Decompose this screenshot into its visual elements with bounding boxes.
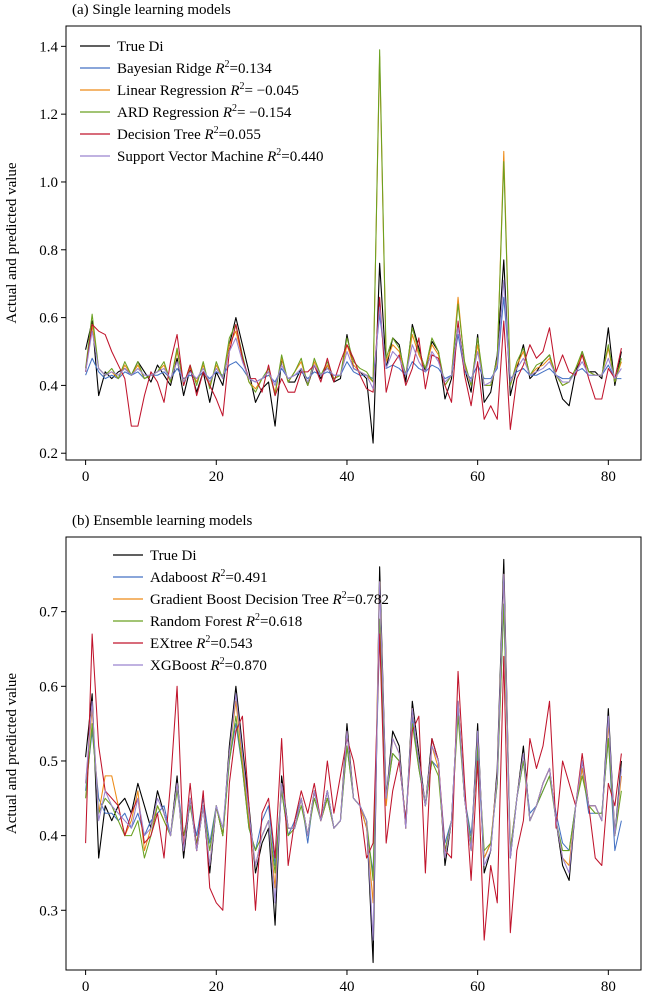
legend-entry: EXtree R2=0.543 [150, 634, 253, 652]
series-line-bayesian [85, 296, 622, 383]
legend-entry: True Di [117, 39, 164, 55]
y-tick-label: 1.0 [39, 175, 58, 191]
y-tick-label: 0.7 [39, 605, 58, 621]
panel-a: (a) Single learning models Actual and pre… [4, 2, 642, 485]
legend-r2-value: =0.618 [260, 614, 302, 630]
legend-superscript: 2 [214, 125, 219, 136]
plot-frame [65, 25, 642, 461]
legend-r2-value: = −0.045 [244, 83, 298, 99]
legend-entry: True Di [150, 548, 197, 564]
legend-entry: Support Vector Machine R2=0.440 [117, 147, 324, 165]
legend-entry: Random Forest R2=0.618 [150, 612, 302, 630]
legend-r-symbol: R [209, 658, 219, 674]
x-tick-label: 20 [209, 979, 224, 995]
x-tick-label: 20 [209, 469, 224, 485]
legend-label: Support Vector Machine [117, 149, 267, 165]
y-tick-label: 0.6 [39, 311, 58, 327]
legend-r-symbol: R [210, 570, 220, 586]
legend-r2-value: =0.491 [225, 570, 267, 586]
legend-label: Decision Tree [117, 127, 205, 143]
series-line-true [85, 259, 622, 444]
legend-superscript: 2 [225, 59, 230, 70]
y-axis-label: Actual and predicted value [4, 673, 20, 835]
y-tick-label: 0.4 [39, 829, 58, 845]
legend-label: ARD Regression [117, 105, 223, 121]
plot-frame [65, 536, 642, 971]
x-tick-label: 0 [82, 469, 90, 485]
legend-label: True Di [150, 548, 197, 564]
legend-superscript: 2 [276, 147, 281, 158]
x-tick-label: 60 [470, 979, 485, 995]
legend-entry: Linear Regression R2= −0.045 [117, 81, 299, 99]
legend-r-symbol: R [266, 149, 276, 165]
legend-label: Gradient Boost Decision Tree [150, 592, 332, 608]
legend-r-symbol: R [195, 636, 205, 652]
legend-r2-value: = −0.154 [237, 105, 292, 121]
legend-superscript: 2 [220, 656, 225, 667]
x-tick-label: 80 [601, 979, 616, 995]
legend-entry: XGBoost R2=0.870 [150, 656, 267, 674]
y-tick-label: 0.5 [39, 754, 58, 770]
legend-r2-value: =0.055 [219, 127, 261, 143]
legend-label: Bayesian Ridge [117, 61, 215, 77]
series-line-extree [85, 633, 622, 941]
legend-entry: Gradient Boost Decision Tree R2=0.782 [150, 590, 389, 608]
series-lines [85, 558, 622, 964]
legend-superscript: 2 [232, 103, 237, 114]
legend-label: True Di [117, 39, 164, 55]
legend-r2-value: =0.782 [347, 592, 389, 608]
legend-r2-value: =0.543 [210, 636, 252, 652]
x-tick-label: 0 [82, 979, 90, 995]
legend-r2-value: =0.870 [225, 658, 267, 674]
legend-superscript: 2 [255, 612, 260, 623]
legend-r-symbol: R [245, 614, 255, 630]
legend-r-symbol: R [229, 83, 239, 99]
series-line-support [85, 279, 622, 390]
y-tick-label: 0.2 [39, 446, 58, 462]
legend-r2-value: =0.440 [281, 149, 323, 165]
x-tick-label: 40 [339, 469, 354, 485]
legend-label: EXtree [150, 636, 196, 652]
series-line-ard [85, 49, 622, 397]
legend-superscript: 2 [205, 634, 210, 645]
y-tick-label: 0.8 [39, 243, 58, 259]
legend-r2-value: =0.134 [230, 61, 273, 77]
x-tick-label: 80 [601, 469, 616, 485]
legend-entry: Decision Tree R2=0.055 [117, 125, 261, 143]
y-tick-label: 0.4 [39, 378, 58, 394]
y-tick-label: 0.3 [39, 903, 58, 919]
series-lines [85, 49, 622, 444]
legend-r-symbol: R [204, 127, 214, 143]
legend-entry: Bayesian Ridge R2=0.134 [117, 59, 272, 77]
series-line-decision [85, 296, 622, 431]
legend-label: XGBoost [150, 658, 210, 674]
legend-label: Random Forest [150, 614, 246, 630]
legend-label: Linear Regression [117, 83, 230, 99]
panel-b: (b) Ensemble learning models Actual and p… [4, 513, 642, 995]
legend-superscript: 2 [239, 81, 244, 92]
legend-r-symbol: R [331, 592, 341, 608]
legend-label: Adaboost [150, 570, 211, 586]
series-line-xgboost [85, 573, 622, 941]
y-tick-label: 1.4 [39, 39, 58, 55]
y-tick-label: 0.6 [39, 679, 58, 695]
x-tick-label: 40 [339, 979, 354, 995]
panel-title: (a) Single learning models [72, 2, 231, 18]
x-tick-label: 60 [470, 469, 485, 485]
y-tick-label: 1.2 [39, 107, 58, 123]
legend-superscript: 2 [220, 568, 225, 579]
legend-entry: Adaboost R2=0.491 [150, 568, 268, 586]
legend-superscript: 2 [342, 590, 347, 601]
legend-r-symbol: R [214, 61, 224, 77]
legend-r-symbol: R [222, 105, 232, 121]
panel-title: (b) Ensemble learning models [72, 513, 253, 529]
legend-entry: ARD Regression R2= −0.154 [117, 103, 292, 121]
y-axis-label: Actual and predicted value [4, 162, 20, 324]
